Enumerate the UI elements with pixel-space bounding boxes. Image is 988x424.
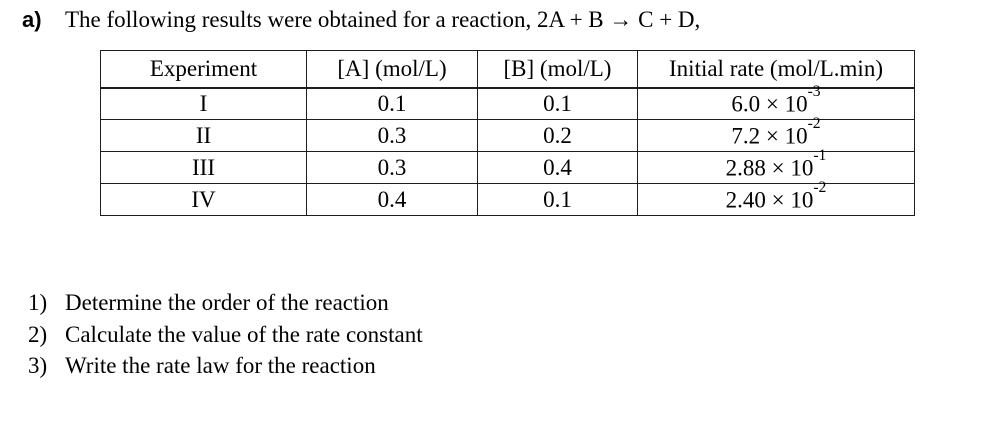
cell-conc-b: 0.1 (477, 87, 638, 120)
question-number: 3) (28, 353, 48, 378)
rate-exponent: -1 (813, 146, 827, 164)
rate-exponent: -2 (807, 114, 821, 132)
header-conc-b: [B] (mol/L) (477, 50, 638, 89)
problem-item-label: a) (22, 7, 42, 32)
cell-conc-b: 0.2 (477, 119, 638, 152)
question-text: Calculate the value of the rate constant (65, 321, 423, 347)
cell-experiment: IV (100, 183, 307, 216)
cell-initial-rate: 7.2 × 10-2 (637, 115, 915, 152)
cell-experiment: I (100, 87, 307, 120)
cell-initial-rate: 2.88 × 10-1 (637, 147, 915, 184)
cell-conc-a: 0.4 (306, 183, 478, 216)
table-row: IV 0.4 0.1 2.40 × 10-2 (100, 179, 915, 216)
table-row: II 0.3 0.2 7.2 × 10-2 (100, 115, 915, 152)
table-header-row: Experiment [A] (mol/L) [B] (mol/L) Initi… (100, 50, 915, 89)
header-experiment: Experiment (100, 50, 307, 89)
cell-experiment: III (100, 151, 307, 184)
cell-experiment: II (100, 119, 307, 152)
problem-heading: a) The following results were obtained f… (22, 5, 700, 35)
cell-conc-a: 0.3 (306, 151, 478, 184)
rate-mantissa: 2.88 × 10 (725, 155, 814, 181)
header-initial-rate: Initial rate (mol/L.min) (637, 50, 915, 89)
header-conc-a: [A] (mol/L) (306, 50, 478, 89)
problem-statement: The following results were obtained for … (65, 7, 701, 32)
question-text: Determine the order of the reaction (65, 290, 389, 315)
question-text: Write the rate law for the reaction (65, 353, 376, 378)
table-row: III 0.3 0.4 2.88 × 10-1 (100, 147, 915, 184)
rate-exponent: -3 (807, 82, 821, 100)
list-item: 2) Calculate the value of the rate const… (28, 319, 423, 351)
table-row: I 0.1 0.1 6.0 × 10-3 (100, 83, 915, 120)
rate-mantissa: 6.0 × 10 (731, 91, 808, 117)
rate-mantissa: 2.40 × 10 (725, 187, 814, 213)
cell-conc-a: 0.1 (306, 87, 478, 120)
question-number: 2) (28, 321, 48, 347)
rate-mantissa: 7.2 × 10 (731, 123, 808, 149)
cell-conc-b: 0.1 (477, 183, 638, 216)
rate-exponent: -2 (813, 178, 827, 196)
list-item: 1) Determine the order of the reaction (28, 287, 423, 319)
experiment-data-table-container: Experiment [A] (mol/L) [B] (mol/L) Initi… (100, 50, 915, 216)
question-number: 1) (28, 290, 48, 315)
experiment-data-table: Experiment [A] (mol/L) [B] (mol/L) Initi… (100, 50, 915, 216)
question-list: 1) Determine the order of the reaction 2… (28, 287, 423, 382)
list-item: 3) Write the rate law for the reaction (28, 350, 423, 382)
cell-conc-a: 0.3 (306, 119, 478, 152)
cell-initial-rate: 6.0 × 10-3 (637, 83, 915, 120)
cell-conc-b: 0.4 (477, 151, 638, 184)
cell-initial-rate: 2.40 × 10-2 (637, 179, 915, 216)
